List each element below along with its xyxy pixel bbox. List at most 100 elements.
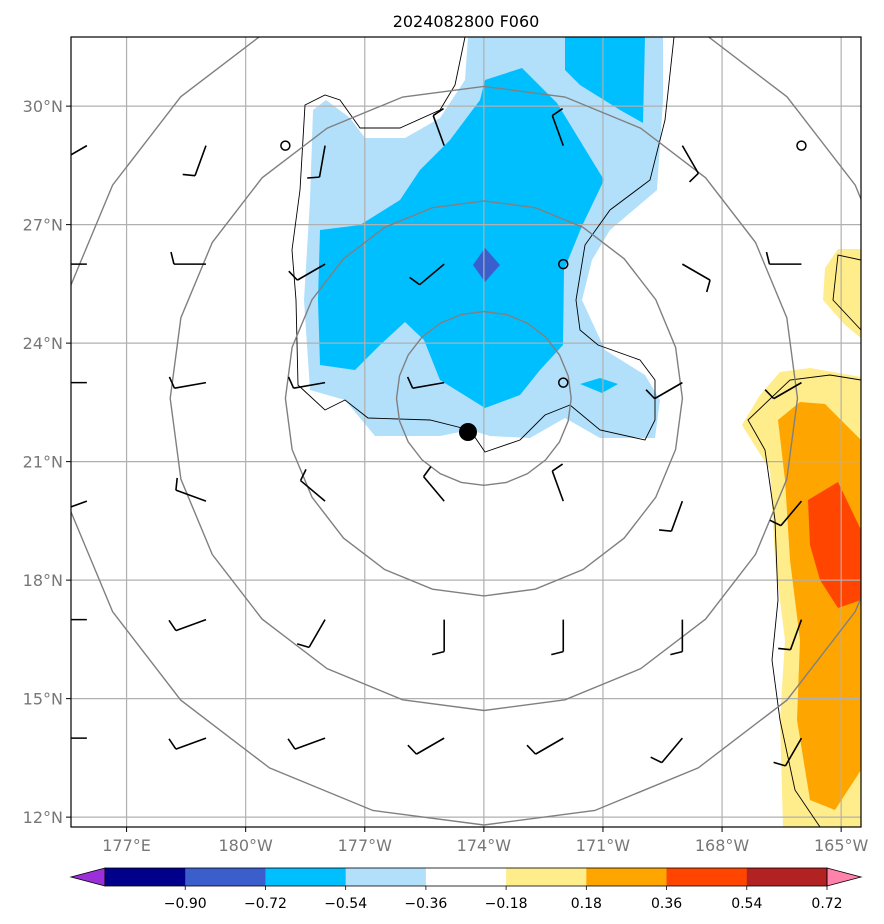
y-tick-label: 12°N bbox=[23, 808, 63, 827]
colorbar-segment bbox=[746, 868, 828, 886]
wind-barb bbox=[778, 619, 803, 651]
range-ring bbox=[71, 37, 861, 826]
y-tick-label: 15°N bbox=[23, 690, 63, 709]
wind-barb bbox=[71, 144, 88, 156]
wind-barb bbox=[659, 500, 684, 532]
wind-barb bbox=[409, 263, 445, 286]
x-tick-label: 168°W bbox=[695, 836, 750, 855]
wind-barb bbox=[71, 381, 87, 384]
map-title: 2024082800 F060 bbox=[393, 12, 540, 31]
contour-fill-dark-blue bbox=[473, 248, 500, 282]
wind-barb bbox=[432, 107, 445, 146]
colorbar-segment bbox=[345, 868, 427, 886]
wind-barbs bbox=[71, 107, 803, 767]
field-outline bbox=[291, 37, 861, 827]
x-tick-label: 171°W bbox=[576, 836, 631, 855]
wind-barb bbox=[299, 469, 326, 502]
wind-barb bbox=[526, 737, 564, 755]
wind-barb bbox=[307, 145, 326, 179]
wind-barb bbox=[182, 145, 207, 177]
wind-barb bbox=[765, 251, 802, 265]
x-tick-label: 177°E bbox=[102, 836, 151, 855]
wind-barb bbox=[645, 381, 683, 400]
calm-circle bbox=[558, 377, 569, 388]
wind-barb bbox=[170, 251, 206, 265]
colorbar-tick-label: −0.90 bbox=[164, 896, 207, 912]
x-tick-label: 180°W bbox=[218, 836, 273, 855]
x-tick-label: 177°W bbox=[338, 836, 393, 855]
wind-barb bbox=[168, 376, 207, 389]
wind-barb bbox=[422, 466, 445, 502]
wind-barb bbox=[296, 619, 326, 649]
wind-barb bbox=[71, 737, 87, 739]
wind-barb bbox=[769, 500, 803, 527]
contour-fill-blue bbox=[318, 68, 604, 408]
wind-barb bbox=[407, 737, 445, 755]
contour-fill-blue-small bbox=[580, 378, 618, 393]
wind-barb bbox=[681, 263, 711, 293]
wind-barb bbox=[175, 477, 207, 502]
colorbar-tick-label: −0.72 bbox=[244, 896, 287, 912]
wind-barb bbox=[287, 376, 326, 389]
y-tick-label: 24°N bbox=[23, 334, 63, 353]
calm-circle bbox=[796, 140, 807, 151]
colorbar-segment bbox=[105, 868, 186, 886]
calm-circle bbox=[280, 140, 291, 151]
wind-barb bbox=[71, 500, 88, 508]
colorbar-frame bbox=[104, 867, 828, 887]
wind-barb bbox=[551, 107, 565, 146]
colorbar-extend-high bbox=[826, 867, 863, 887]
range-rings bbox=[71, 37, 861, 826]
wind-barb bbox=[670, 619, 684, 656]
map-frame bbox=[70, 36, 862, 828]
y-tick-label: 18°N bbox=[23, 571, 63, 590]
colorbar: −0.90 −0.72 −0.54 −0.36 −0.18 0.18 0.36 0.54 0.7… bbox=[69, 867, 863, 912]
calm-wind-markers bbox=[280, 140, 807, 388]
colorbar-segment bbox=[586, 868, 668, 886]
wind-barb bbox=[764, 381, 802, 400]
colorbar-segment bbox=[506, 868, 587, 886]
graticule bbox=[71, 37, 861, 827]
wind-barb bbox=[168, 737, 207, 750]
wind-barb bbox=[406, 376, 445, 389]
wind-barb bbox=[288, 263, 326, 281]
map-panel bbox=[70, 36, 862, 828]
colorbar-segment bbox=[425, 868, 507, 886]
wind-barb bbox=[287, 737, 326, 750]
y-tick-label: 21°N bbox=[23, 453, 63, 472]
contour-fill-yellow-top bbox=[823, 249, 861, 338]
y-tick-label: 30°N bbox=[23, 97, 63, 116]
colorbar-tick-label: 0.36 bbox=[651, 896, 682, 912]
wind-barb bbox=[773, 737, 803, 767]
wind-barb bbox=[650, 737, 683, 764]
calm-circle bbox=[558, 258, 569, 270]
colorbar-segment bbox=[185, 868, 266, 886]
colorbar-extend-low bbox=[69, 867, 106, 887]
y-tick-label: 27°N bbox=[23, 216, 63, 235]
x-tick-label: 165°W bbox=[814, 836, 869, 855]
colorbar-tick-label: −0.18 bbox=[485, 896, 528, 912]
y-axis-ticks: 30°N 27°N 24°N 21°N 18°N 15°N 12°N bbox=[23, 97, 71, 827]
wind-barb bbox=[168, 618, 207, 632]
range-ring bbox=[284, 200, 684, 597]
colorbar-segment bbox=[666, 868, 748, 886]
wind-barb bbox=[551, 463, 565, 502]
wind-barb bbox=[71, 263, 87, 265]
colorbar-tick-label: −0.36 bbox=[404, 896, 447, 912]
range-ring bbox=[395, 310, 572, 487]
colorbar-tick-label: 0.72 bbox=[811, 896, 842, 912]
wind-barb bbox=[551, 619, 565, 656]
wind-barb bbox=[681, 145, 700, 183]
colorbar-tick-label: 0.54 bbox=[731, 896, 762, 912]
colorbar-tick-label: −0.54 bbox=[324, 896, 367, 912]
colorbar-tick-label: 0.18 bbox=[571, 896, 602, 912]
storm-center-marker bbox=[458, 423, 477, 441]
contour-fill-red-orange bbox=[808, 482, 861, 608]
colorbar-segment bbox=[265, 868, 347, 886]
x-tick-label: 174°W bbox=[457, 836, 512, 855]
x-axis-ticks: 177°E 180°W 177°W 174°W 171°W 168°W 165°W bbox=[102, 827, 869, 855]
wind-barb bbox=[71, 618, 87, 621]
range-ring bbox=[169, 85, 799, 712]
contour-fill-blue-top bbox=[565, 37, 645, 123]
